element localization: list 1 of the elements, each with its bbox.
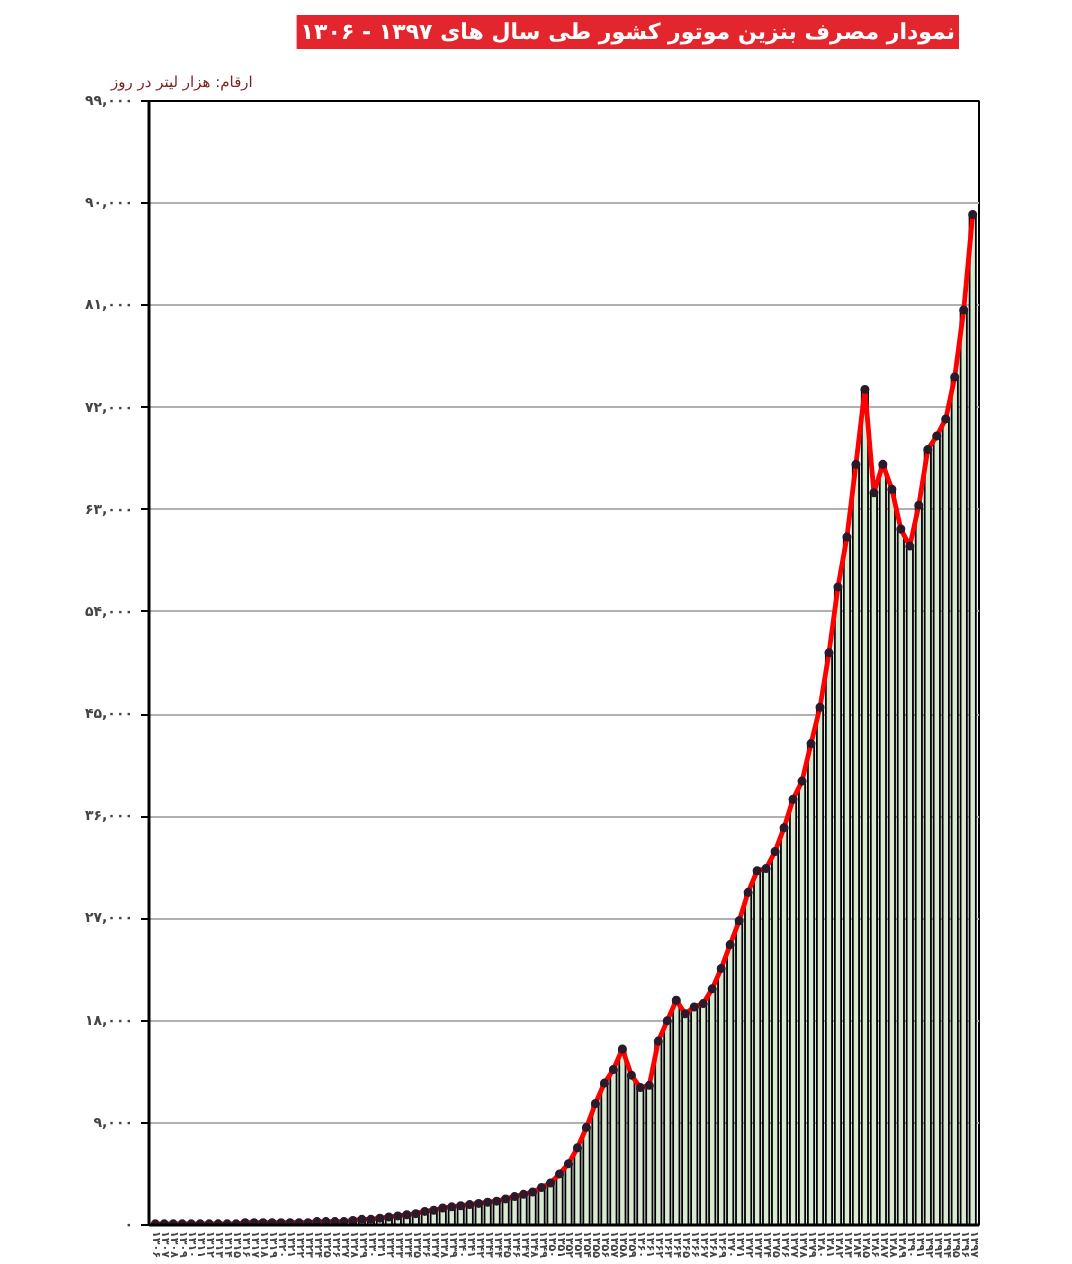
chart-title: نمودار مصرف بنزین موتور کشور طی سال های ۱۳۹۷ - ۱۳۰۶ — [300, 19, 956, 45]
